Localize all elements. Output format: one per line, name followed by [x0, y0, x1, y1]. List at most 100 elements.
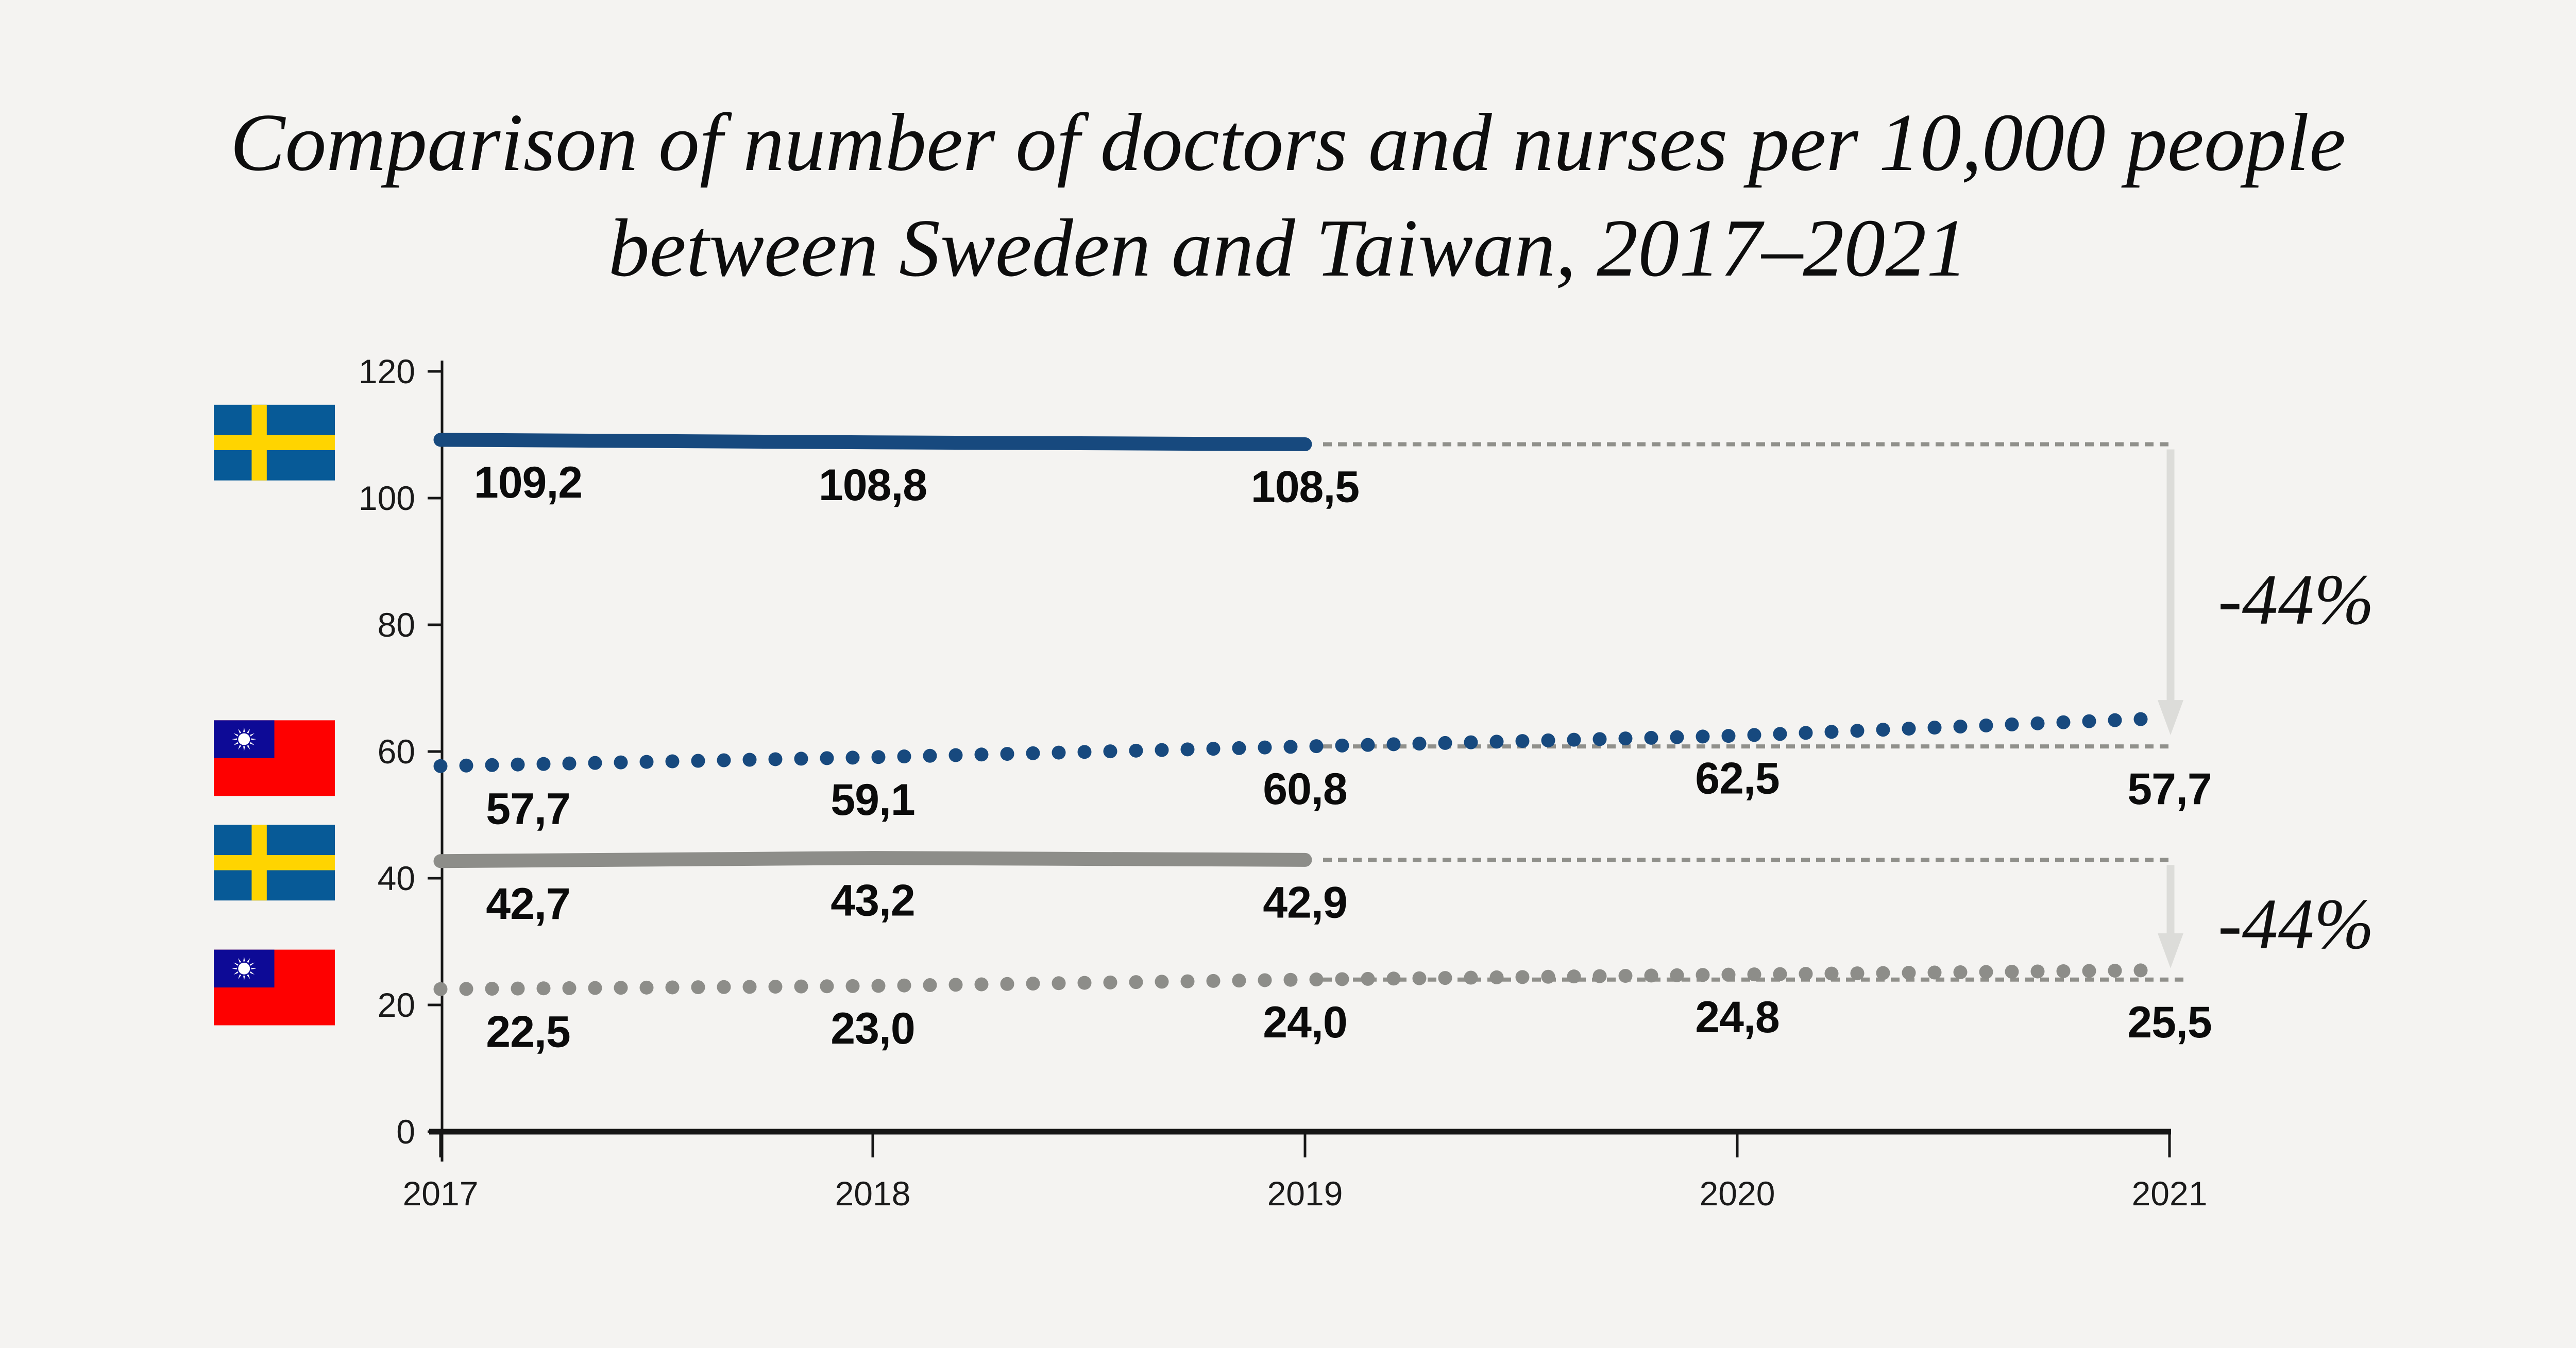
dot-taiwan-doctors: [588, 981, 602, 995]
dot-taiwan-doctors: [1129, 975, 1143, 989]
decrease-arrow-head-icon: [2158, 933, 2183, 968]
dot-taiwan-nurses: [1515, 734, 1530, 748]
dot-taiwan-nurses: [2056, 715, 2071, 729]
dot-taiwan-nurses: [639, 755, 654, 769]
dot-taiwan-doctors: [1773, 967, 1787, 981]
dot-taiwan-nurses: [871, 750, 886, 764]
dot-taiwan-doctors: [691, 980, 705, 995]
dot-taiwan-doctors: [1721, 967, 1736, 982]
value-labels: 109,2 108,8 108,5 57,7 59,1 60,8 62,5 57,7 42,7 4…: [474, 458, 2212, 1056]
dot-taiwan-nurses: [1747, 728, 1761, 742]
flag-sweden-doctors-icon: [214, 825, 335, 901]
value-label-taiwan-nurses-2019: 60,8: [1263, 764, 1347, 814]
dot-taiwan-nurses: [1799, 726, 1813, 740]
dot-taiwan-nurses: [1644, 730, 1658, 745]
line-sweden-nurses: [433, 433, 1312, 451]
value-label-taiwan-doctors-2017: 22,5: [486, 1007, 570, 1056]
dot-taiwan-nurses: [1927, 721, 1942, 735]
dot-taiwan-nurses: [768, 752, 783, 766]
dot-taiwan-doctors: [536, 981, 551, 996]
dot-taiwan-nurses: [536, 757, 551, 771]
dot-taiwan-doctors: [2005, 964, 2019, 979]
chart-title-line1: Comparison of number of doctors and nurs…: [230, 96, 2346, 188]
dot-taiwan-doctors: [742, 980, 757, 994]
flag-legend: [214, 404, 335, 1026]
dot-taiwan-doctors: [485, 982, 499, 996]
dot-taiwan-nurses: [845, 750, 860, 765]
dot-taiwan-doctors: [1747, 967, 1761, 982]
dot-taiwan-doctors: [1696, 968, 1710, 982]
dot-taiwan-nurses: [948, 748, 963, 762]
dot-taiwan-nurses: [433, 759, 448, 773]
value-label-taiwan-doctors-2019: 24,0: [1263, 998, 1347, 1047]
dot-taiwan-nurses: [1129, 743, 1143, 758]
dot-taiwan-doctors: [1876, 966, 1890, 980]
value-label-sweden-nurses-2017: 109,2: [474, 458, 582, 507]
dot-taiwan-doctors: [1567, 969, 1581, 984]
dot-taiwan-doctors: [1541, 969, 1555, 984]
dot-taiwan-nurses: [485, 758, 499, 772]
series-sweden-nurses: [433, 433, 1312, 451]
dot-taiwan-nurses: [1464, 735, 1478, 749]
dot-taiwan-doctors: [1670, 968, 1684, 982]
dot-taiwan-nurses: [1309, 739, 1324, 754]
dot-taiwan-doctors: [845, 979, 860, 993]
dot-taiwan-nurses: [1567, 732, 1581, 747]
dot-taiwan-doctors: [1489, 970, 1504, 984]
dot-taiwan-nurses: [717, 753, 731, 767]
dot-taiwan-doctors: [1026, 977, 1040, 991]
decrease-label-nurses: -44%: [2218, 560, 2374, 640]
dot-taiwan-doctors: [1412, 971, 1427, 985]
dot-taiwan-doctors: [1464, 970, 1478, 985]
decrease-annotations: -44% -44%: [2158, 449, 2374, 968]
dot-taiwan-nurses: [1052, 745, 1066, 760]
reference-lines: [1323, 442, 2189, 982]
dot-taiwan-nurses: [1670, 730, 1684, 744]
dot-taiwan-doctors: [1258, 973, 1272, 987]
dot-taiwan-doctors: [794, 979, 808, 994]
decrease-label-doctors: -44%: [2218, 884, 2374, 964]
data-series: [433, 433, 2148, 996]
dot-taiwan-doctors: [768, 979, 783, 994]
dot-taiwan-nurses: [742, 753, 757, 767]
dot-taiwan-doctors: [717, 980, 731, 994]
value-label-sweden-nurses-2018: 108,8: [819, 460, 927, 510]
line-sweden-doctors: [433, 851, 1312, 868]
dot-taiwan-doctors: [923, 978, 937, 992]
dot-taiwan-nurses: [1850, 724, 1865, 738]
dot-taiwan-nurses: [923, 748, 937, 763]
y-tick-label: 100: [359, 479, 415, 517]
dot-taiwan-nurses: [1103, 744, 1117, 759]
value-label-taiwan-nurses-2021: 57,7: [2127, 764, 2211, 814]
dot-taiwan-nurses: [1696, 729, 1710, 744]
dot-taiwan-doctors: [1824, 966, 1839, 981]
value-label-taiwan-doctors-2021: 25,5: [2127, 998, 2211, 1047]
value-label-taiwan-nurses-2017: 57,7: [486, 784, 570, 833]
dot-taiwan-nurses: [1541, 733, 1555, 747]
dot-taiwan-nurses: [2133, 712, 2148, 726]
dot-taiwan-nurses: [1232, 741, 1246, 755]
dot-taiwan-nurses: [1000, 747, 1014, 761]
dot-taiwan-nurses: [1592, 732, 1607, 746]
dot-taiwan-nurses: [974, 747, 989, 762]
dot-taiwan-doctors: [1335, 972, 1349, 986]
dot-taiwan-nurses: [1180, 742, 1195, 757]
dot-taiwan-nurses: [2005, 717, 2019, 731]
dot-taiwan-doctors: [614, 981, 628, 995]
value-label-taiwan-doctors-2018: 23,0: [831, 1004, 914, 1053]
y-tick-label: 20: [378, 986, 415, 1024]
dot-taiwan-doctors: [1309, 972, 1324, 987]
dot-taiwan-nurses: [2030, 716, 2045, 730]
flag-taiwan-doctors-icon: [214, 949, 335, 1026]
x-tick-label: 2020: [1700, 1174, 1775, 1213]
dot-taiwan-doctors: [2056, 964, 2071, 978]
dot-taiwan-nurses: [562, 756, 577, 771]
value-label-taiwan-nurses-2018: 59,1: [831, 775, 914, 825]
dot-taiwan-nurses: [459, 758, 473, 773]
dot-taiwan-nurses: [691, 754, 705, 768]
dot-taiwan-doctors: [871, 979, 886, 993]
y-tick-label: 120: [359, 352, 415, 390]
x-tick-label: 2021: [2132, 1174, 2208, 1213]
